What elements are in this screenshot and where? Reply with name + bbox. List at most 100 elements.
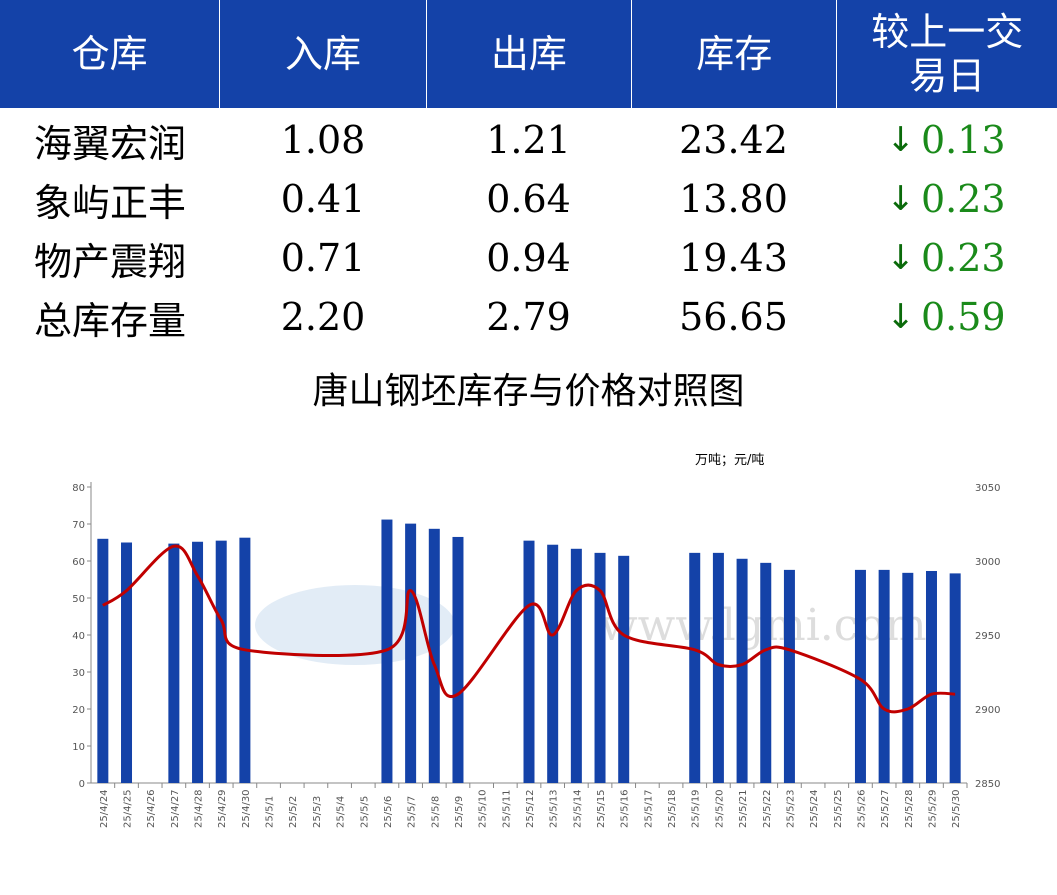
down-arrow-icon: ↓: [886, 238, 915, 278]
stock-value: 19.43: [679, 236, 788, 280]
x-tick-label: 25/4/30: [241, 789, 252, 828]
left-tick-label: 0: [79, 779, 85, 790]
left-tick-label: 10: [72, 742, 85, 753]
table-row: 象屿正丰 0.41 0.64 13.80 ↓ 0.23: [0, 170, 1057, 228]
table-row: 总库存量 2.20 2.79 56.65 ↓ 0.59: [0, 288, 1057, 346]
inventory-bar: [215, 540, 227, 783]
in-value: 2.20: [280, 295, 366, 339]
x-tick-label: 25/5/2: [288, 796, 299, 828]
x-tick-label: 25/5/25: [833, 789, 844, 828]
left-tick-label: 20: [72, 705, 85, 716]
chart-title: 唐山钢坯库存与价格对照图: [312, 371, 745, 412]
right-tick-label: 2900: [975, 705, 1000, 716]
x-tick-label: 25/5/5: [359, 796, 370, 828]
change-value: 0.59: [920, 295, 1006, 339]
inventory-bar: [925, 570, 937, 783]
out-value: 2.79: [486, 295, 571, 339]
left-tick-label: 70: [72, 520, 85, 531]
x-tick-label: 25/5/1: [265, 796, 276, 828]
x-tick-label: 25/5/17: [643, 789, 654, 828]
inventory-bar: [547, 544, 559, 783]
x-tick-label: 25/5/12: [525, 789, 536, 828]
x-tick-label: 25/4/28: [194, 789, 205, 828]
inventory-bar: [854, 569, 866, 783]
price-line: [102, 544, 956, 714]
header-in: 入库: [220, 0, 427, 108]
right-tick-label: 3050: [975, 483, 1000, 494]
change-value: 0.13: [920, 118, 1006, 162]
out-value: 1.21: [486, 118, 571, 162]
inventory-bar: [878, 569, 890, 783]
x-tick-label: 25/5/27: [880, 789, 891, 828]
x-tick-label: 25/5/4: [336, 796, 347, 828]
stock-value: 13.80: [679, 177, 788, 221]
in-value: 0.71: [280, 236, 366, 280]
x-tick-label: 25/5/6: [383, 796, 394, 828]
down-arrow-icon: ↓: [886, 120, 915, 160]
x-tick-label: 25/5/22: [762, 789, 773, 828]
inventory-bar: [760, 562, 772, 783]
x-tick-label: 25/5/19: [691, 789, 702, 828]
x-tick-label: 25/5/26: [856, 789, 867, 828]
x-tick-label: 25/5/24: [809, 789, 820, 828]
change-value: 0.23: [920, 177, 1006, 221]
inventory-bar: [452, 536, 464, 783]
x-tick-label: 25/5/20: [714, 789, 725, 828]
header-out: 出库: [427, 0, 633, 108]
inventory-bar: [405, 523, 417, 783]
table-row: 物产震翔 0.71 0.94 19.43 ↓ 0.23: [0, 229, 1057, 287]
down-arrow-icon: ↓: [886, 297, 915, 337]
inventory-bar: [239, 537, 251, 783]
left-tick-label: 30: [72, 668, 85, 679]
table-row: 海翼宏润 1.08 1.21 23.42 ↓ 0.13: [0, 111, 1057, 169]
warehouse-name: 海翼宏润: [33, 121, 186, 166]
in-value: 0.41: [280, 177, 366, 221]
x-tick-label: 25/5/3: [312, 796, 323, 828]
header-warehouse: 仓库: [0, 0, 221, 108]
x-tick-label: 25/5/8: [430, 796, 441, 828]
left-tick-label: 40: [72, 631, 85, 642]
right-tick-label: 3000: [975, 557, 1000, 568]
header-change: 较上一交易日: [871, 10, 1024, 98]
inventory-bar: [783, 569, 795, 783]
inventory-bar: [97, 538, 109, 783]
inventory-bar: [618, 555, 630, 783]
x-tick-label: 25/5/29: [927, 789, 938, 828]
x-tick-label: 25/5/15: [596, 789, 607, 828]
inventory-bar: [712, 552, 724, 783]
x-tick-label: 25/5/9: [454, 796, 465, 828]
inventory-bar: [902, 572, 914, 783]
left-tick-label: 60: [72, 557, 85, 568]
x-tick-label: 25/5/23: [785, 789, 796, 828]
inventory-bar: [736, 558, 748, 783]
x-tick-label: 25/4/24: [99, 789, 110, 828]
x-tick-label: 25/5/11: [501, 789, 512, 828]
stock-value: 56.65: [679, 295, 788, 339]
x-tick-label: 25/5/13: [549, 789, 560, 828]
inventory-bar: [168, 543, 180, 783]
left-tick-label: 80: [72, 483, 85, 494]
inventory-bar: [689, 552, 701, 783]
inventory-bar: [192, 541, 204, 783]
x-tick-label: 25/5/16: [620, 789, 631, 828]
change-value: 0.23: [920, 236, 1006, 280]
warehouse-name: 物产震翔: [33, 239, 186, 284]
x-tick-label: 25/5/14: [572, 789, 583, 828]
inventory-bar: [570, 548, 582, 783]
x-tick-label: 25/4/29: [217, 789, 228, 828]
inventory-bar: [949, 573, 961, 783]
table-header: 仓库 入库 出库 库存 较上一交易日: [0, 0, 1057, 108]
inventory-bar: [121, 542, 133, 783]
right-tick-label: 2950: [975, 631, 1000, 642]
x-tick-label: 25/5/21: [738, 789, 749, 828]
x-tick-label: 25/4/26: [146, 789, 157, 828]
watermark-logo: [255, 585, 455, 665]
x-tick-label: 25/4/27: [170, 789, 181, 828]
unit-label: 万吨；元/吨: [695, 453, 765, 468]
x-tick-label: 25/5/18: [667, 789, 678, 828]
inventory-bar: [428, 528, 440, 783]
warehouse-name: 总库存量: [33, 298, 186, 343]
right-tick-label: 2850: [975, 779, 1000, 790]
header-stock: 库存: [632, 0, 838, 108]
